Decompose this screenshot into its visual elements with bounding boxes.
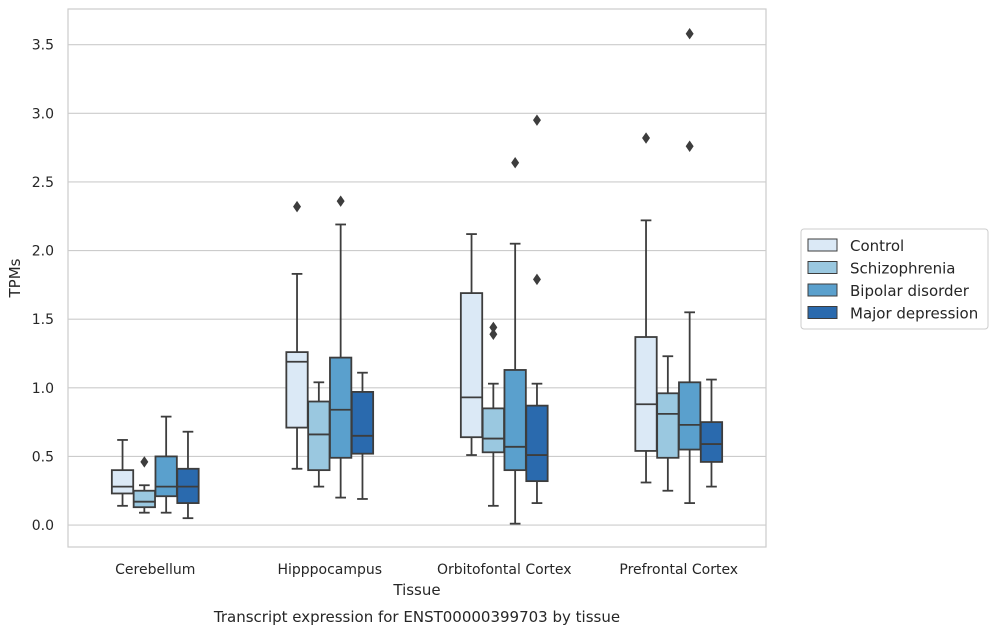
outlier-point	[532, 114, 541, 126]
box-group	[176, 430, 200, 520]
box-group	[110, 439, 135, 507]
box-group	[154, 415, 178, 514]
gridlines	[68, 44, 766, 526]
outlier-point	[140, 456, 149, 468]
legend-label: Schizophrenia	[850, 260, 955, 278]
y-tick-label: 1.0	[32, 381, 54, 397]
box	[110, 469, 135, 495]
box-group	[481, 321, 505, 507]
y-tick-label: 3.0	[32, 106, 54, 122]
y-tick-label: 0.5	[32, 449, 54, 465]
legend-label: Bipolar disorder	[850, 282, 970, 300]
plot-area-frame	[67, 8, 767, 548]
legend: Control Schizophrenia Bipolar disorder Majo…	[800, 228, 989, 330]
legend-frame	[800, 228, 989, 330]
y-tick-label: 2.0	[32, 244, 54, 260]
x-tick-label: Cerebellum	[115, 562, 195, 578]
box	[350, 391, 375, 455]
y-axis-label: TPMs	[6, 258, 24, 298]
box	[459, 292, 484, 439]
box	[525, 404, 549, 483]
legend-label: Major depression	[850, 305, 978, 323]
y-tick-label: 2.5	[32, 175, 54, 191]
x-tick-label: Orbitofontal Cortex	[437, 562, 572, 578]
outlier-point	[489, 321, 498, 334]
box	[329, 356, 353, 459]
box-group	[350, 371, 375, 500]
legend-swatch	[807, 261, 838, 274]
box-group	[132, 456, 156, 514]
box	[634, 336, 658, 452]
outlier-point	[293, 200, 302, 213]
box-group	[503, 157, 527, 525]
y-tick-label: 1.5	[32, 312, 54, 328]
outlier-point	[642, 132, 651, 144]
box-group	[678, 28, 702, 504]
box-group	[634, 132, 658, 484]
box	[656, 392, 680, 459]
box	[699, 421, 724, 463]
box-group	[329, 195, 353, 499]
box	[285, 351, 309, 429]
x-tick-label: Prefrontal Cortex	[619, 562, 738, 578]
x-tick-label: Hipppocampus	[277, 562, 382, 578]
chart-caption: Transcript expression for ENST0000039970…	[213, 608, 620, 626]
box-group	[699, 378, 724, 488]
box	[154, 455, 178, 498]
box	[481, 407, 505, 454]
outlier-point	[336, 195, 345, 207]
boxes	[110, 28, 724, 525]
box	[503, 369, 527, 472]
box	[307, 400, 331, 472]
box-group	[656, 355, 680, 492]
x-tick-labels: Cerebellum Hipppocampus Orbitofontal Corte…	[115, 562, 738, 578]
box-group	[459, 233, 484, 456]
legend-swatch	[807, 238, 838, 252]
outlier-point	[489, 328, 498, 340]
box-group	[525, 114, 549, 504]
legend-swatch	[807, 306, 838, 319]
outlier-point	[511, 157, 520, 169]
legend-swatch	[807, 283, 838, 297]
x-axis-label: Tissue	[392, 581, 440, 599]
legend-label: Control	[850, 237, 904, 255]
box-group	[307, 381, 331, 488]
outlier-point	[685, 28, 694, 40]
y-tick-label: 3.5	[32, 38, 54, 54]
y-tick-labels: 0.0 0.5 1.0 1.5 2.0 2.5 3.0 3.5	[32, 38, 54, 534]
outlier-point	[685, 140, 694, 152]
y-tick-label: 0.0	[32, 518, 54, 534]
box-group	[285, 200, 309, 470]
outlier-point	[532, 273, 541, 286]
box	[678, 381, 702, 451]
box	[132, 489, 156, 509]
